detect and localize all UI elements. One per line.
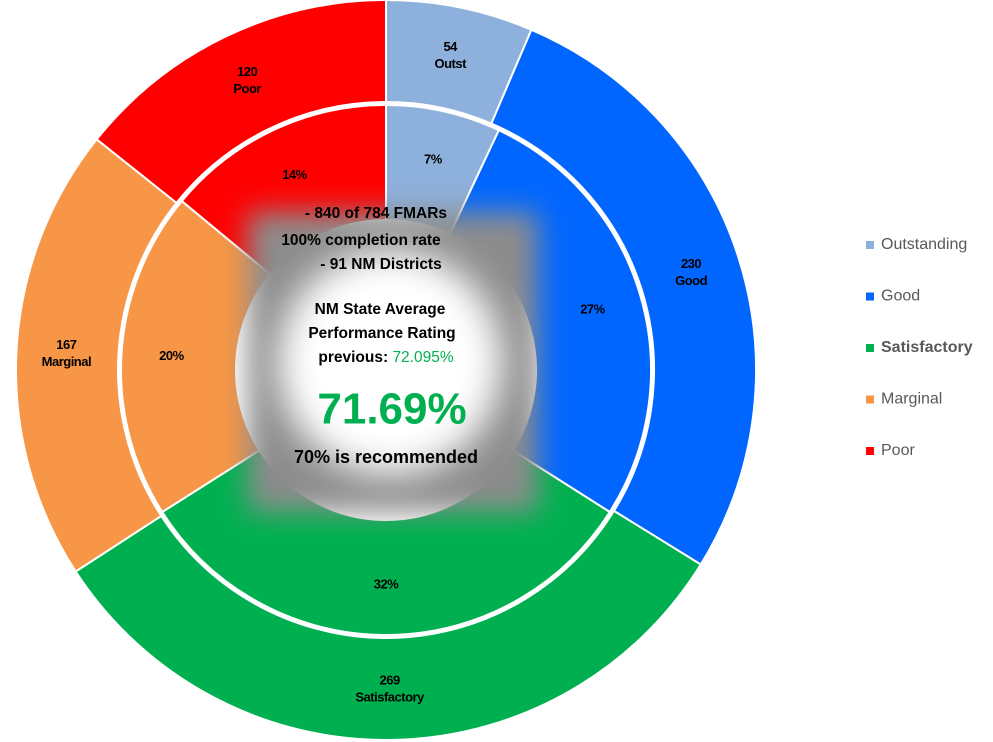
slice xyxy=(74,509,703,741)
previous-label: previous: xyxy=(318,349,388,366)
center-line: - 91 NM Districts xyxy=(320,256,441,273)
legend-label: Outstanding xyxy=(881,236,967,253)
inner-value-label: 20% xyxy=(159,348,184,363)
outer-name-label: Good xyxy=(675,273,707,288)
legend-label: Marginal xyxy=(881,391,942,408)
center-line: Performance Rating xyxy=(308,325,455,342)
legend-swatch xyxy=(866,395,874,404)
center-glow xyxy=(248,212,538,512)
outer-value-label: 230 xyxy=(681,256,701,271)
outer-value-label: 167 xyxy=(56,337,76,352)
legend-swatch xyxy=(866,344,874,352)
legend-label: Good xyxy=(881,288,920,305)
inner-value-label: 14% xyxy=(282,167,307,182)
outer-name-label: Marginal xyxy=(42,354,91,369)
outer-name-label: Outst xyxy=(434,56,467,71)
outer-value-label: 54 xyxy=(443,39,458,54)
legend-swatch xyxy=(866,447,874,455)
outer-value-label: 120 xyxy=(237,64,257,79)
labels: 54 Outst 230 Good 269 Satisfactory 167 Marginal… xyxy=(42,39,708,704)
slice xyxy=(490,28,757,566)
previous-value: 72.095% xyxy=(392,349,453,366)
note: 70% is recommended xyxy=(294,447,478,467)
center-text: - 840 of 784 FMARs 100% completion rate … xyxy=(281,205,478,467)
outer-name-label: Poor xyxy=(233,81,261,96)
center-line: 100% completion rate xyxy=(281,232,441,249)
inner-value-label: 27% xyxy=(580,301,605,316)
center-line: NM State Average xyxy=(315,301,446,318)
slice xyxy=(95,0,387,205)
legend-label: Satisfactory xyxy=(881,339,973,356)
legend-label: Poor xyxy=(881,442,915,459)
legend-swatch xyxy=(866,292,874,301)
glow-center xyxy=(278,250,502,474)
slice xyxy=(120,199,272,514)
outer-value-label: 269 xyxy=(379,672,399,687)
inner-value-label: 32% xyxy=(374,576,399,591)
outer-name-label: Satisfactory xyxy=(355,689,425,704)
average: 71.69% xyxy=(317,385,466,434)
center-line: - 840 of 784 FMARs xyxy=(305,205,447,222)
previous: previous: 72.095% xyxy=(318,349,453,366)
inner-value-label: 7% xyxy=(424,152,443,167)
legend-swatch xyxy=(866,241,874,249)
legend: Outstanding Good Satisfactory Marginal Poor xyxy=(866,236,973,459)
